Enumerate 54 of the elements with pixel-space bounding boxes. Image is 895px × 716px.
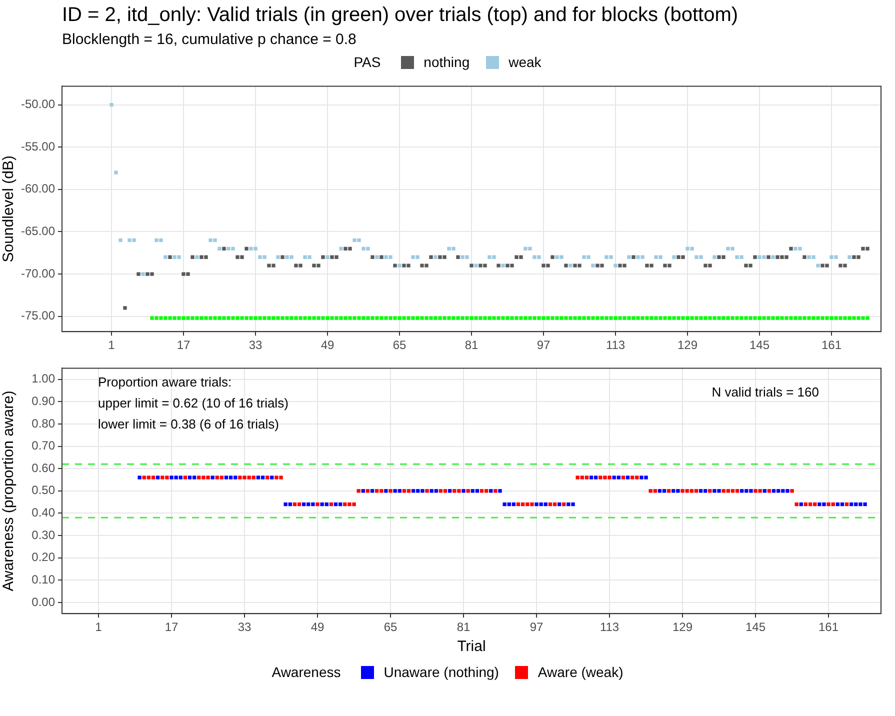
x-tick-label: 113: [606, 338, 626, 352]
y-axis-title: Awareness (proportion aware): [0, 390, 18, 592]
x-tick-label: 113: [600, 620, 620, 634]
x-tick-label: 65: [392, 338, 406, 352]
y-tick-label: 0.70: [32, 438, 56, 453]
y-tick-label: 0.50: [32, 483, 56, 498]
y-tick-label: -50.00: [20, 97, 56, 112]
y-tick-label: 0.90: [32, 394, 56, 408]
y-tick-label: 1.00: [32, 372, 56, 386]
legend-title: PAS: [354, 54, 381, 70]
x-tick-label: 145: [749, 338, 770, 352]
x-tick-label: 81: [456, 620, 471, 634]
annotation: Proportion aware trials:: [98, 374, 232, 390]
x-tick-label: 129: [672, 620, 693, 634]
annotation: N valid trials = 160: [712, 384, 819, 400]
legend-label: Aware (weak): [538, 664, 624, 680]
y-tick-label: 0.20: [32, 550, 56, 564]
x-tick-label: 49: [310, 620, 325, 634]
x-tick-label: 161: [818, 620, 839, 634]
y-tick-label: -75.00: [20, 308, 56, 323]
x-tick-label: 81: [464, 338, 478, 352]
x-axis-title: Trial: [457, 638, 486, 656]
x-tick-label: 145: [746, 620, 766, 634]
x-tick-label: 17: [164, 620, 178, 634]
x-tick-label: 65: [384, 620, 398, 634]
y-tick-label: -65.00: [20, 224, 56, 238]
y-tick-label: 0.40: [32, 506, 56, 520]
chart-title: ID = 2, itd_only: Valid trials (in green) over trials (top) and for blocks (bottom): [62, 4, 740, 27]
legend-label: weak: [508, 54, 542, 70]
x-tick-label: 97: [536, 338, 550, 352]
x-tick-label: 97: [530, 620, 544, 634]
x-tick-label: 33: [238, 620, 252, 634]
y-tick-label: 0.80: [32, 416, 56, 430]
x-tick-label: 49: [320, 338, 334, 352]
y-axis-title: Soundlevel (dB): [0, 156, 18, 262]
x-tick-label: 1: [95, 620, 102, 634]
legend-label: Unaware (nothing): [384, 664, 499, 680]
y-tick-label: -70.00: [20, 266, 56, 280]
x-tick-label: 17: [176, 338, 190, 352]
legend-label: nothing: [424, 54, 470, 70]
x-tick-label: 129: [677, 338, 698, 352]
y-tick-label: 0.30: [32, 528, 56, 542]
annotation: upper limit = 0.62 (10 of 16 trials): [98, 395, 288, 410]
y-tick-label: -60.00: [20, 182, 56, 196]
y-tick-label: -55.00: [20, 139, 56, 154]
y-tick-label: 0.00: [32, 594, 56, 609]
annotation: lower limit = 0.38 (6 of 16 trials): [98, 416, 279, 432]
y-tick-label: 0.60: [32, 460, 56, 475]
x-tick-label: 1: [108, 338, 116, 352]
chart-subtitle: Blocklength = 16, cumulative p chance = 0.8: [62, 31, 358, 48]
x-tick-label: 33: [248, 338, 262, 352]
legend-title: Awareness: [272, 664, 341, 680]
x-tick-label: 161: [821, 338, 842, 352]
y-tick-label: 0.10: [32, 572, 56, 586]
